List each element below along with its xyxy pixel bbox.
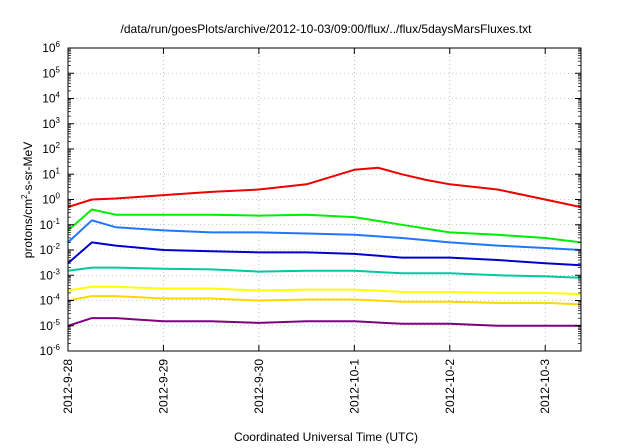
- series-line: [67, 266, 582, 279]
- x-tick-labels: 2012-9-28 2012-9-29 2012-9-30 2012-10-1 2012…: [61, 359, 552, 414]
- y-tick-label: 103: [42, 116, 60, 131]
- x-axis-label: Coordinated Universal Time (UTC): [234, 430, 418, 444]
- y-tick-base: 10: [40, 243, 54, 257]
- x-tick-label: 2012-9-29: [156, 359, 170, 414]
- x-tick-label: 2012-10-2: [443, 359, 457, 414]
- y-tick-label: 102: [42, 141, 60, 156]
- y-tick-label: 105: [42, 65, 60, 80]
- y-tick-exponent: 6: [56, 40, 61, 49]
- y-tick-base: 10: [42, 167, 56, 181]
- y-tick-base: 10: [40, 268, 54, 282]
- series-line: [67, 241, 582, 267]
- y-tick-exponent: 4: [56, 91, 61, 100]
- y-tick-base: 10: [42, 142, 56, 156]
- y-tick-label: 10-2: [40, 242, 61, 257]
- y-tick-base: 10: [42, 117, 56, 131]
- y-axis-label-post: -s-sr-MeV: [21, 142, 35, 195]
- y-tick-base: 10: [42, 66, 56, 80]
- tick-marks: [67, 47, 581, 352]
- x-tick-label: 2012-9-28: [61, 359, 75, 414]
- y-axis-label-sup: 2: [20, 194, 29, 199]
- y-tick-base: 10: [40, 218, 54, 232]
- y-tick-label: 10-1: [40, 217, 61, 232]
- y-tick-exponent: -5: [53, 318, 61, 327]
- y-tick-base: 10: [42, 92, 56, 106]
- y-tick-exponent: 0: [56, 192, 61, 201]
- y-tick-base: 10: [42, 193, 56, 207]
- x-tick-label: 2012-10-3: [538, 359, 552, 414]
- y-tick-base: 10: [42, 41, 56, 55]
- y-tick-exponent: -3: [53, 267, 61, 276]
- y-tick-label: 10-4: [40, 293, 61, 308]
- y-tick-exponent: 1: [56, 166, 61, 175]
- y-tick-label: 101: [42, 166, 60, 181]
- grid: [68, 48, 581, 351]
- series-line: [67, 317, 581, 327]
- y-tick-labels: 10-610-510-410-310-210-11001011021031041…: [40, 40, 61, 358]
- series-line: [67, 219, 582, 251]
- y-tick-label: 100: [42, 192, 60, 207]
- y-tick-exponent: -4: [53, 293, 61, 302]
- y-tick-base: 10: [40, 319, 54, 333]
- y-tick-base: 10: [40, 344, 54, 358]
- chart-title: /data/run/goesPlots/archive/2012-10-03/0…: [121, 22, 533, 36]
- y-tick-label: 104: [42, 91, 60, 106]
- series-line: [67, 295, 582, 306]
- y-tick-exponent: -6: [53, 343, 61, 352]
- series-line: [67, 166, 582, 209]
- y-tick-exponent: -2: [53, 242, 61, 251]
- y-tick-label: 106: [42, 40, 60, 55]
- series-line: [67, 208, 582, 244]
- x-tick-label: 2012-10-1: [347, 359, 361, 414]
- y-tick-label: 10-5: [40, 318, 61, 333]
- series-group: [67, 166, 582, 327]
- y-tick-exponent: 5: [56, 65, 61, 74]
- y-tick-label: 10-6: [40, 343, 61, 358]
- y-tick-exponent: 3: [56, 116, 61, 125]
- y-tick-exponent: -1: [53, 217, 61, 226]
- x-tick-label: 2012-9-30: [252, 359, 266, 414]
- y-axis-label-pre: protons/cm: [21, 199, 35, 258]
- y-tick-base: 10: [40, 294, 54, 308]
- series-line: [67, 285, 582, 296]
- y-axis-label: protons/cm2-s-sr-MeV: [20, 142, 35, 258]
- y-tick-label: 10-3: [40, 267, 61, 282]
- y-tick-exponent: 2: [56, 141, 61, 150]
